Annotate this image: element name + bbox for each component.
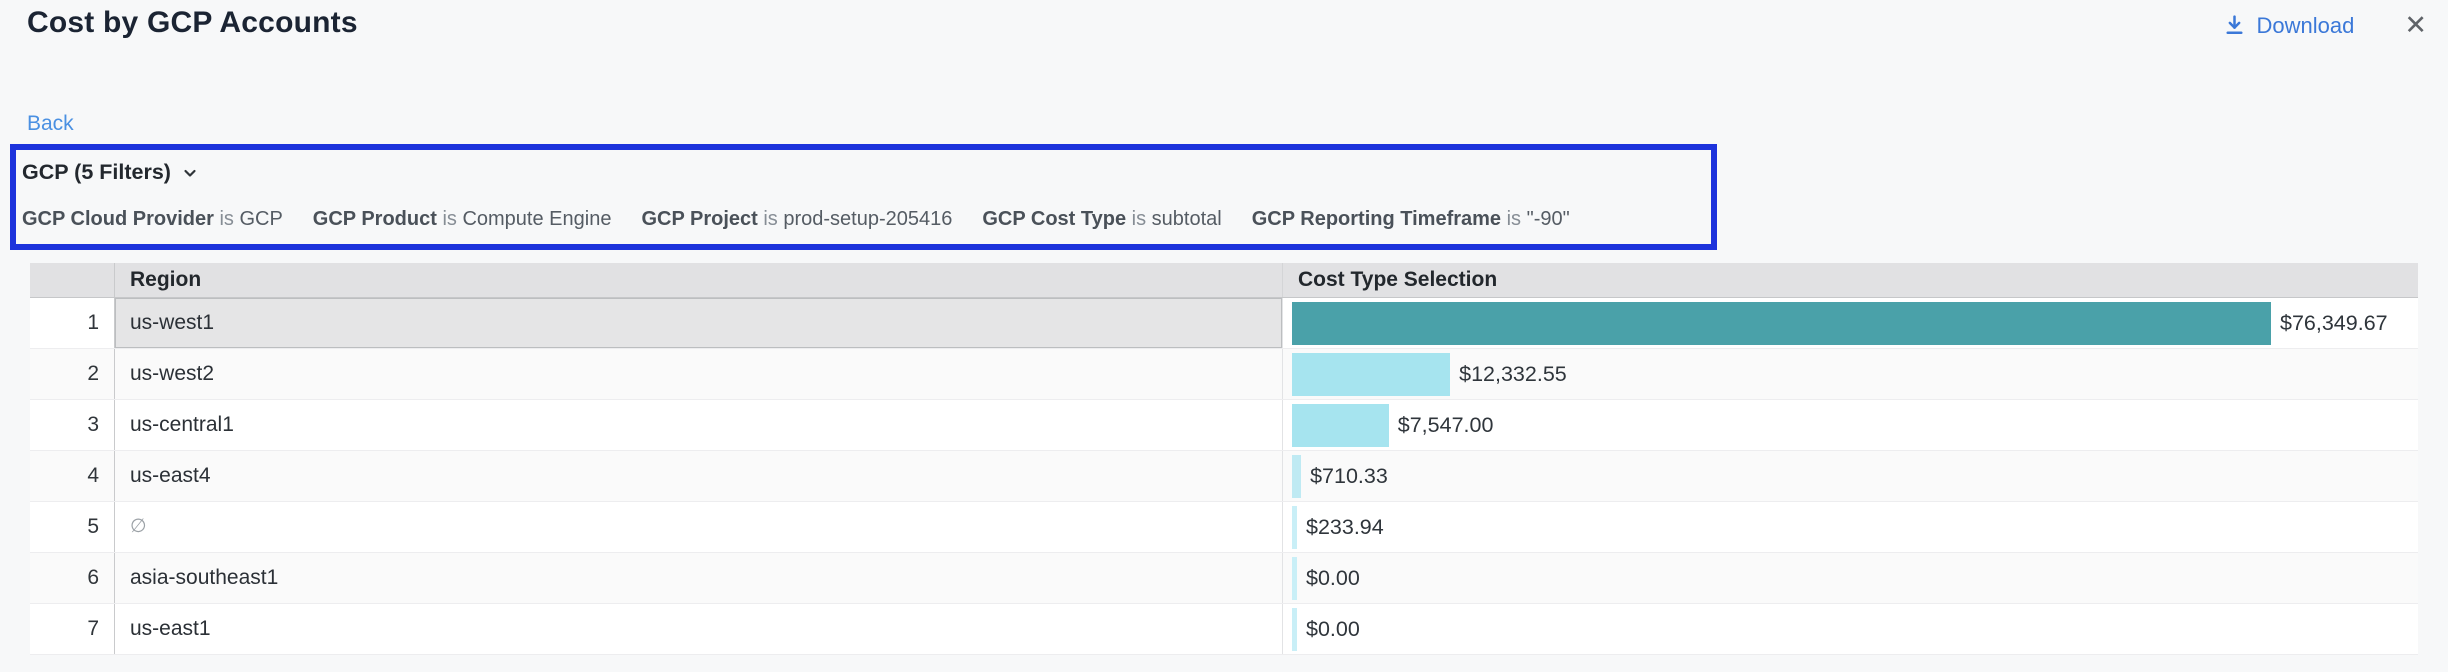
filter-chip[interactable]: GCP Cloud Provider is GCP [22, 208, 283, 231]
filters-highlight-box [10, 144, 1717, 250]
cost-value-label: $76,349.67 [2280, 311, 2388, 336]
filter-operator: is [1501, 208, 1527, 230]
row-index-cell: 7 [30, 604, 115, 654]
filter-field-name: GCP Reporting Timeframe [1252, 208, 1501, 230]
filter-chip[interactable]: GCP Cost Type is subtotal [982, 208, 1221, 231]
filter-list: GCP Cloud Provider is GCP GCP Product is … [22, 208, 1570, 231]
filter-operator: is [437, 208, 463, 230]
download-label: Download [2257, 13, 2355, 39]
cost-bar[interactable] [1292, 608, 1297, 651]
download-button[interactable]: Download [2222, 13, 2355, 39]
table-row: 7us-east1 $0.00 [30, 604, 2418, 655]
table-body: 1us-west1$76,349.672us-west2$12,332.553u… [30, 298, 2418, 655]
filter-chip[interactable]: GCP Product is Compute Engine [313, 208, 612, 231]
filters-dropdown[interactable]: GCP (5 Filters) [22, 160, 199, 185]
column-header-cost-type-selection[interactable]: Cost Type Selection [1283, 263, 2418, 297]
filter-field-name: GCP Cost Type [982, 208, 1126, 230]
back-link[interactable]: Back [27, 112, 74, 136]
filter-field-name: GCP Cloud Provider [22, 208, 214, 230]
table-row: 6asia-southeast1 $0.00 [30, 553, 2418, 604]
table-header: Region Cost Type Selection [30, 263, 2418, 298]
cost-bar[interactable] [1292, 302, 2271, 345]
region-cell[interactable]: us-west2 [115, 349, 1283, 399]
table-row: 1us-west1 $76,349.67 [30, 298, 2418, 349]
cost-cell: $0.00 [1283, 604, 2418, 654]
filter-chip[interactable]: GCP Reporting Timeframe is "-90" [1252, 208, 1570, 231]
row-index-cell: 6 [30, 553, 115, 603]
cost-value-label: $0.00 [1306, 566, 1360, 591]
row-index-cell: 1 [30, 298, 115, 348]
cost-bar[interactable] [1292, 353, 1450, 396]
cost-value-label: $0.00 [1306, 617, 1360, 642]
cost-cell: $233.94 [1283, 502, 2418, 552]
filter-field-name: GCP Product [313, 208, 437, 230]
cost-value-label: $12,332.55 [1459, 362, 1567, 387]
column-header-region[interactable]: Region [115, 263, 1283, 297]
cost-value-label: $7,547.00 [1398, 413, 1494, 438]
download-icon [2222, 13, 2247, 38]
cost-table: Region Cost Type Selection 1us-west1 $76,… [30, 263, 2418, 655]
filter-operator: is [1126, 208, 1152, 230]
close-icon: ✕ [2404, 10, 2427, 40]
row-index-cell: 2 [30, 349, 115, 399]
row-index-cell: 3 [30, 400, 115, 450]
cost-value-label: $233.94 [1306, 515, 1384, 540]
filter-chip[interactable]: GCP Project is prod-setup-205416 [641, 208, 952, 231]
cost-cell: $0.00 [1283, 553, 2418, 603]
cost-cell: $710.33 [1283, 451, 2418, 501]
region-cell[interactable]: ∅ [115, 502, 1283, 552]
filter-value: prod-setup-205416 [783, 208, 952, 230]
chevron-down-icon [181, 164, 199, 182]
cost-bar[interactable] [1292, 506, 1297, 549]
cost-value-label: $710.33 [1310, 464, 1388, 489]
table-row: 4us-east4 $710.33 [30, 451, 2418, 502]
cost-bar[interactable] [1292, 455, 1301, 498]
row-index-cell: 5 [30, 502, 115, 552]
page-title: Cost by GCP Accounts [27, 6, 358, 40]
filter-field-name: GCP Project [641, 208, 757, 230]
region-cell[interactable]: us-east1 [115, 604, 1283, 654]
region-cell[interactable]: us-central1 [115, 400, 1283, 450]
filter-value: GCP [239, 208, 282, 230]
cost-cell: $12,332.55 [1283, 349, 2418, 399]
region-cell[interactable]: us-west1 [115, 298, 1283, 348]
row-index-cell: 4 [30, 451, 115, 501]
filter-operator: is [758, 208, 784, 230]
filter-value: "-90" [1527, 208, 1570, 230]
cost-bar[interactable] [1292, 557, 1297, 600]
cost-by-gcp-accounts-panel: Cost by GCP Accounts Download ✕ Back GCP… [0, 0, 2448, 672]
row-index-header-cell [30, 263, 115, 297]
region-cell[interactable]: asia-southeast1 [115, 553, 1283, 603]
cost-cell: $7,547.00 [1283, 400, 2418, 450]
filter-value: Compute Engine [462, 208, 611, 230]
topbar-actions: Download ✕ [2222, 12, 2427, 39]
filter-value: subtotal [1152, 208, 1222, 230]
table-row: 5∅ $233.94 [30, 502, 2418, 553]
filters-summary-label: GCP (5 Filters) [22, 160, 171, 185]
region-cell[interactable]: us-east4 [115, 451, 1283, 501]
close-button[interactable]: ✕ [2404, 12, 2427, 39]
table-row: 2us-west2 $12,332.55 [30, 349, 2418, 400]
cost-bar[interactable] [1292, 404, 1389, 447]
table-row: 3us-central1 $7,547.00 [30, 400, 2418, 451]
filter-operator: is [214, 208, 240, 230]
cost-cell: $76,349.67 [1283, 298, 2418, 348]
